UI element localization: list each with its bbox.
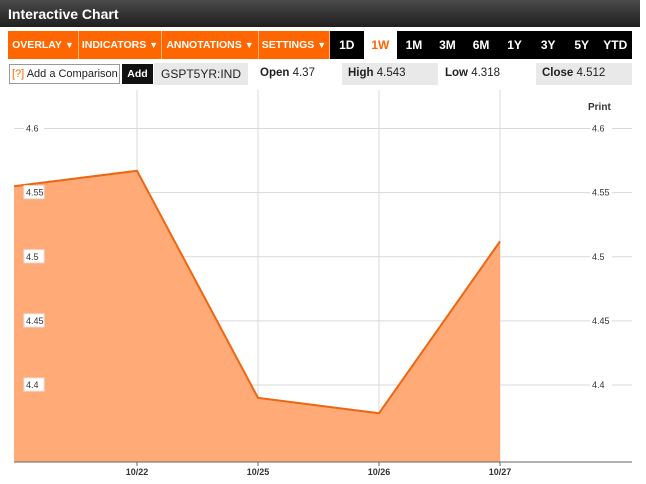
y-tick-label-bg — [590, 378, 612, 392]
high-value: 4.543 — [376, 67, 406, 79]
y-tick-label-bg — [590, 249, 612, 263]
chevron-down-icon: ▼ — [149, 40, 159, 50]
y-tick-label-right: 4.4 — [592, 380, 605, 390]
range-1w-button[interactable]: 1W — [363, 31, 398, 59]
range-5y-button[interactable]: 5Y — [574, 38, 590, 52]
y-tick-label-right: 4.6 — [592, 123, 605, 133]
low-stat: Low 4.318 — [439, 63, 535, 85]
y-tick-label-right: 4.5 — [592, 252, 605, 262]
y-tick-label-left: 4.6 — [26, 123, 39, 133]
open-label: Open — [260, 67, 290, 79]
y-tick-label-bg — [23, 377, 45, 392]
close-label: Close — [542, 67, 574, 79]
range-1d-button[interactable]: 1D — [339, 38, 355, 52]
y-tick-label-bg — [23, 249, 45, 264]
add-comparison-button[interactable]: Add — [122, 64, 153, 84]
range-1m-button[interactable]: 1M — [405, 38, 423, 52]
y-tick-label-left: 4.4 — [26, 380, 39, 390]
open-stat: Open 4.37 — [254, 63, 340, 85]
indicators-menu[interactable]: INDICATORS ▼ — [79, 31, 162, 59]
range-ytd-button[interactable]: YTD — [603, 38, 628, 52]
x-tick-label: 10/26 — [368, 467, 391, 477]
x-tick-label: 10/27 — [489, 467, 512, 477]
print-link[interactable]: Print — [588, 102, 611, 113]
range-1y-button[interactable]: 1Y — [507, 38, 522, 52]
y-tick-label-right: 4.55 — [592, 188, 610, 198]
overlay-menu-label: OVERLAY — [12, 39, 62, 51]
close-stat: Close 4.512 — [536, 63, 632, 85]
range-3m-button[interactable]: 3M — [439, 38, 456, 52]
symbol-label: GSPT5YR:IND — [154, 63, 248, 85]
y-tick-label-left: 4.5 — [26, 252, 39, 262]
low-value: 4.318 — [471, 67, 500, 79]
indicators-menu-label: INDICATORS — [81, 39, 147, 51]
y-tick-label-right: 4.45 — [592, 316, 610, 326]
annotations-menu[interactable]: ANNOTATIONS ▼ — [162, 31, 259, 59]
y-tick-label-bg — [590, 313, 612, 327]
y-tick-label-left: 4.45 — [26, 316, 44, 326]
chevron-down-icon: ▼ — [64, 40, 74, 50]
comparison-placeholder: Add a Comparison — [26, 68, 118, 80]
range-6m-button[interactable]: 6M — [472, 38, 490, 52]
annotations-menu-label: ANNOTATIONS — [166, 39, 242, 51]
chevron-down-icon: ▼ — [244, 40, 254, 50]
price-line — [13, 169, 501, 415]
y-tick-label-bg — [23, 185, 45, 200]
open-value: 4.37 — [292, 67, 315, 79]
window-title: Interactive Chart — [0, 0, 640, 27]
high-label: High — [348, 67, 374, 79]
quote-info-row: [?] Add a Comparison Add GSPT5YR:IND Ope… — [8, 62, 632, 86]
x-tick-label: 10/22 — [126, 467, 149, 477]
close-value: 4.512 — [576, 67, 606, 79]
high-stat: High 4.543 — [342, 63, 438, 85]
price-area — [14, 170, 500, 463]
y-tick-label-bg — [23, 313, 45, 328]
settings-menu[interactable]: SETTINGS ▼ — [259, 31, 330, 59]
y-tick-label-left: 4.55 — [26, 188, 44, 198]
range-3y-button[interactable]: 3Y — [540, 38, 556, 52]
help-icon[interactable]: [?] — [12, 68, 25, 80]
y-tick-label-bg — [24, 121, 44, 135]
chevron-down-icon: ▼ — [317, 40, 327, 50]
low-label: Low — [445, 67, 468, 79]
y-tick-label-bg — [590, 121, 612, 135]
overlay-menu[interactable]: OVERLAY ▼ — [8, 31, 79, 59]
settings-menu-label: SETTINGS — [261, 39, 315, 51]
chart-toolbar: OVERLAY ▼ INDICATORS ▼ ANNOTATIONS ▼ SET… — [8, 31, 632, 59]
comparison-input[interactable]: [?] Add a Comparison — [9, 64, 120, 84]
x-tick-label: 10/25 — [247, 467, 270, 477]
y-tick-label-bg — [590, 185, 612, 199]
